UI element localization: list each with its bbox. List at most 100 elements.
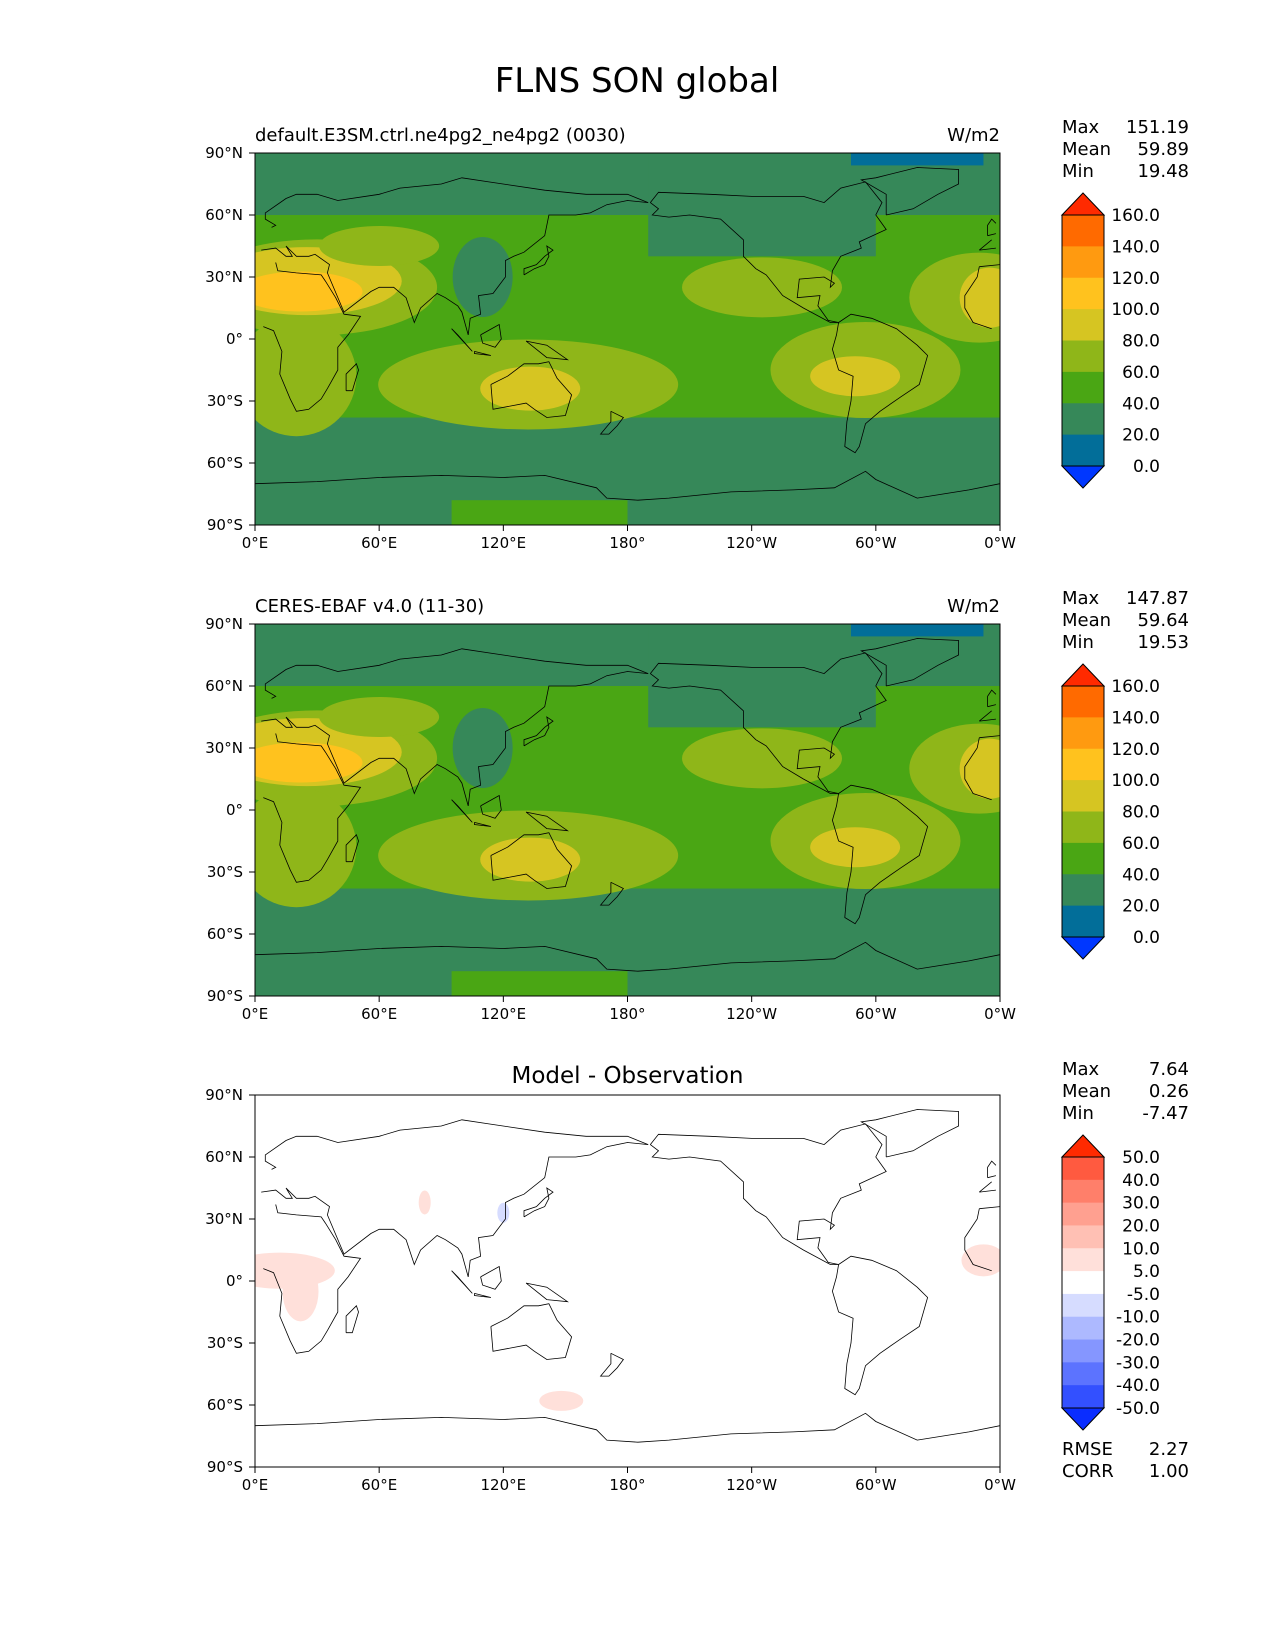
colorbar-segment xyxy=(1062,811,1104,844)
coastline-3 xyxy=(649,1123,887,1265)
y-tick-label: 60°N xyxy=(205,1148,243,1166)
colorbar-frame xyxy=(1061,1156,1105,1409)
x-tick-label: 60°W xyxy=(855,1476,897,1494)
colorbar-label: 0.0 xyxy=(1133,928,1160,948)
colorbar: 160.0 140.0 120.0 100.0 80.0 60.0 40.0 20.0 0.0 xyxy=(1060,663,1160,960)
stat-label: Mean xyxy=(1062,1081,1111,1102)
x-tick-label: 180° xyxy=(609,1476,645,1494)
coastline-2 xyxy=(490,832,573,889)
colorbar-label: 5.0 xyxy=(1133,1262,1160,1282)
x-tick-label: 120°W xyxy=(726,534,777,552)
coastline-0 xyxy=(263,262,1000,412)
coastline-12 xyxy=(480,794,502,819)
y-tick-label: 60°N xyxy=(205,206,243,224)
colorbar-label: 0.0 xyxy=(1133,457,1160,477)
southern-africa-contour xyxy=(255,787,357,908)
antarctic-patch xyxy=(451,500,628,525)
field-contours xyxy=(255,153,1000,525)
colorbar-label: 120.0 xyxy=(1111,269,1160,289)
coastline-1 xyxy=(261,1119,996,1278)
x-tick-label: 0°E xyxy=(242,1476,269,1494)
coastline-4 xyxy=(831,313,929,454)
colorbar-segment xyxy=(1062,1339,1104,1363)
metric-label: CORR xyxy=(1062,1461,1114,1482)
stat-value: 59.64 xyxy=(1137,610,1189,631)
y-tick-label: 90°S xyxy=(207,516,243,534)
x-tick-label: 60°E xyxy=(361,1005,397,1023)
metric-value: 2.27 xyxy=(1149,1439,1189,1460)
stat-label: Mean xyxy=(1062,139,1111,160)
coastline-6 xyxy=(255,470,1000,501)
diff-negative-east-asia xyxy=(497,1202,510,1223)
figure-title: FLNS SON global xyxy=(495,61,780,101)
y-tick-label: 0° xyxy=(226,801,243,819)
colorbar-segment xyxy=(1062,1271,1104,1295)
coastline-7 xyxy=(987,218,997,237)
atlantic-100-contour xyxy=(959,267,1000,328)
panels: default.E3SM.ctrl.ne4pg2_ne4pg2 (0030) W/… xyxy=(205,117,1189,1494)
colorbar-segment xyxy=(1062,842,1104,875)
coastline-5 xyxy=(860,638,959,687)
stat-label: Max xyxy=(1062,117,1100,138)
coastline-8 xyxy=(523,245,554,276)
y-tick-label: 30°S xyxy=(207,1334,243,1352)
field-contours xyxy=(255,624,1000,996)
coastline-1 xyxy=(261,648,996,807)
coastline-14 xyxy=(474,1293,491,1298)
colorbar-extend-top xyxy=(1060,192,1106,216)
stat-value: 59.89 xyxy=(1137,139,1189,160)
x-tick-label: 120°E xyxy=(481,1476,527,1494)
colorbar: 50.0 40.0 30.020.0 10.0 5.0 -5.0 -10.0 -20.0-30… xyxy=(1060,1134,1160,1431)
y-tick-label: 90°N xyxy=(205,144,243,162)
coastline-12 xyxy=(480,1265,502,1290)
coastline-7 xyxy=(987,1160,997,1179)
y-tick-label: 60°S xyxy=(207,454,243,472)
colorbar-segment xyxy=(1062,215,1104,247)
coastline-8 xyxy=(523,716,554,747)
colorbar-segment xyxy=(1062,1157,1104,1181)
colorbar-label: 60.0 xyxy=(1122,834,1160,854)
stat-label: Min xyxy=(1062,1103,1094,1124)
colorbar-label: 100.0 xyxy=(1111,300,1160,320)
coastline-9 xyxy=(345,1305,359,1334)
north-pacific-band xyxy=(648,153,876,257)
coastline-12 xyxy=(480,323,502,348)
coastlines xyxy=(255,1109,1000,1443)
colorbar-segment xyxy=(1062,277,1104,310)
x-tick-label: 120°W xyxy=(726,1005,777,1023)
panel-3: Model - Observation 0°E 60°E 120°E 180° 120°W… xyxy=(205,1059,1189,1494)
coastline-11 xyxy=(451,799,473,823)
x-tick-label: 0°E xyxy=(242,1005,269,1023)
stat-value: 7.64 xyxy=(1149,1059,1189,1080)
antarctic-patch xyxy=(451,971,628,996)
y-tick-label: 90°S xyxy=(207,1458,243,1476)
panel-units: W/m2 xyxy=(947,125,1000,146)
x-tick-label: 120°E xyxy=(481,534,527,552)
central-asia-contour xyxy=(319,226,440,266)
colorbar-label: -50.0 xyxy=(1116,1399,1160,1419)
stat-label: Max xyxy=(1062,1059,1100,1080)
coastline-1 xyxy=(261,177,996,336)
arctic-low-patch xyxy=(851,153,984,166)
coastline-0 xyxy=(263,1204,1000,1354)
panel-title: Model - Observation xyxy=(511,1063,743,1089)
colorbar-label: 40.0 xyxy=(1122,865,1160,885)
coastline-9 xyxy=(345,363,359,392)
coastline-11 xyxy=(451,328,473,352)
coastline-6 xyxy=(255,1412,1000,1443)
x-tick-label: 0°W xyxy=(984,1476,1016,1494)
colorbar-extend-top xyxy=(1060,663,1106,687)
diff-positive-west-atlantic xyxy=(961,1244,1000,1277)
colorbar-segment xyxy=(1062,1385,1104,1409)
east-asia-low xyxy=(452,708,513,788)
colorbar-label: -5.0 xyxy=(1127,1285,1160,1305)
x-tick-label: 180° xyxy=(609,1005,645,1023)
south-america-100-contour xyxy=(810,356,901,397)
metric-label: RMSE xyxy=(1062,1439,1113,1460)
x-tick-label: 120°W xyxy=(726,1476,777,1494)
colorbar-segment xyxy=(1062,1362,1104,1386)
colorbar-segment xyxy=(1062,309,1104,341)
north-america-contour xyxy=(682,728,843,789)
y-tick-label: 60°S xyxy=(207,1396,243,1414)
colorbar-segment xyxy=(1062,686,1104,718)
